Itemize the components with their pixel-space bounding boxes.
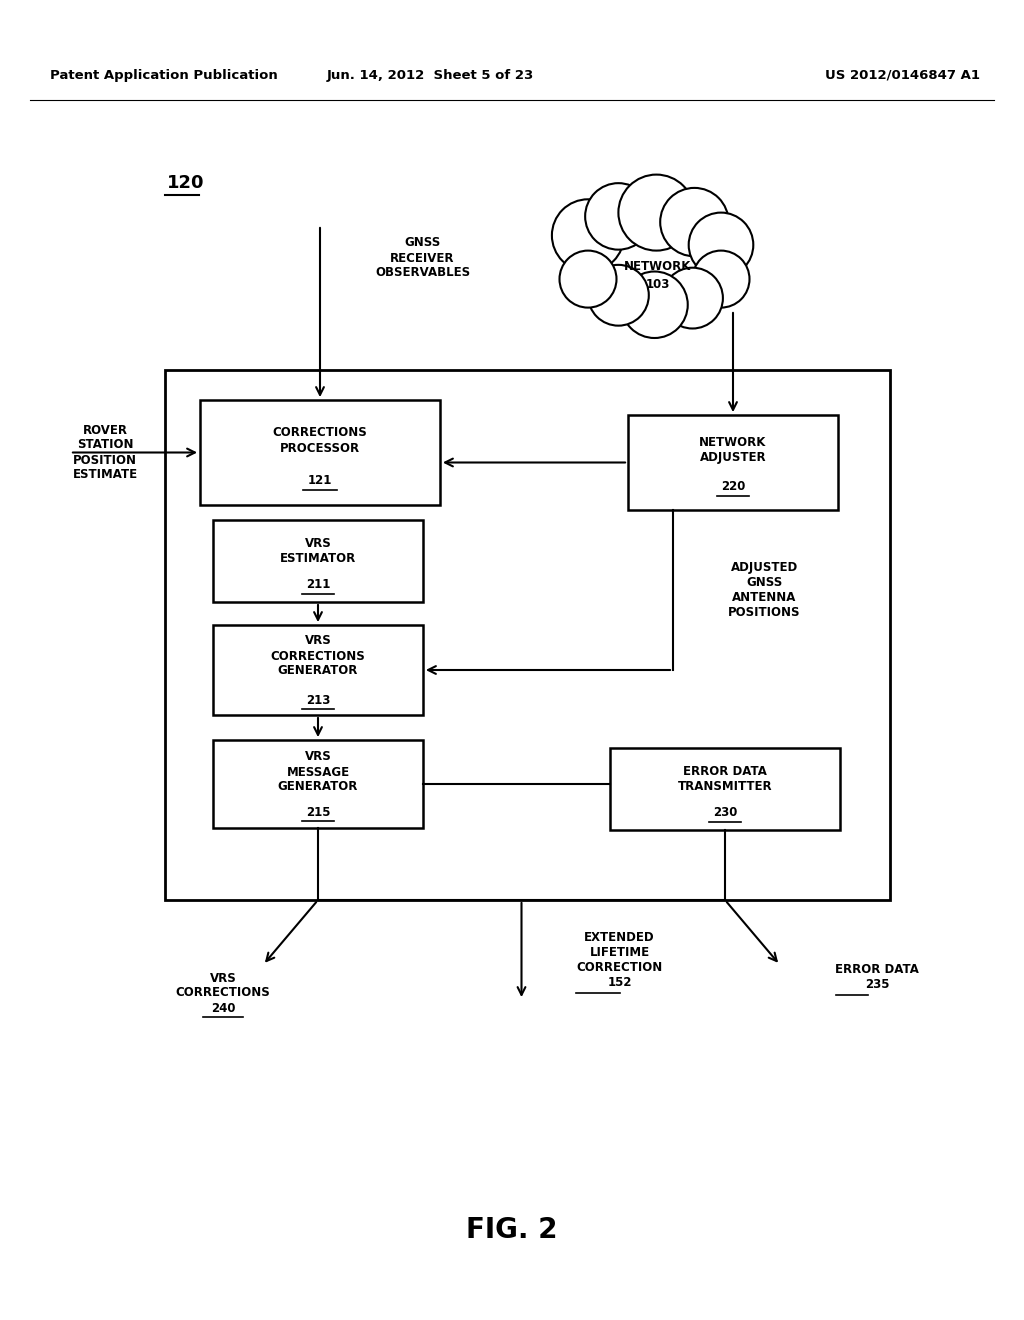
Bar [213,624,423,715]
Bar [165,370,890,900]
Text: 215: 215 [306,805,331,818]
Bar [213,741,423,828]
Circle shape [618,174,694,251]
Text: NETWORK
ADJUSTER: NETWORK ADJUSTER [699,437,767,465]
Text: CORRECTIONS
PROCESSOR: CORRECTIONS PROCESSOR [272,426,368,454]
Text: FIG. 2: FIG. 2 [466,1216,558,1243]
Text: 103: 103 [646,277,670,290]
Circle shape [585,183,651,249]
Bar [200,400,440,506]
Text: 230: 230 [713,807,737,820]
Text: VRS
CORRECTIONS
GENERATOR: VRS CORRECTIONS GENERATOR [270,635,366,677]
Text: 120: 120 [167,174,205,191]
Circle shape [622,272,688,338]
Circle shape [588,265,649,326]
Text: ERROR DATA
TRANSMITTER: ERROR DATA TRANSMITTER [678,766,772,793]
Text: 121: 121 [308,474,332,487]
Text: VRS
MESSAGE
GENERATOR: VRS MESSAGE GENERATOR [278,751,358,793]
Text: NETWORK: NETWORK [625,260,691,273]
Text: 211: 211 [306,578,330,591]
Circle shape [559,251,616,308]
Text: VRS
ESTIMATOR: VRS ESTIMATOR [280,537,356,565]
Text: US 2012/0146847 A1: US 2012/0146847 A1 [825,69,980,82]
Text: 213: 213 [306,693,330,706]
Text: GNSS
RECEIVER
OBSERVABLES: GNSS RECEIVER OBSERVABLES [375,236,470,280]
Circle shape [663,268,723,329]
Bar [610,748,840,830]
Text: Jun. 14, 2012  Sheet 5 of 23: Jun. 14, 2012 Sheet 5 of 23 [327,69,534,82]
Text: ROVER
STATION
POSITION
ESTIMATE: ROVER STATION POSITION ESTIMATE [73,424,137,482]
Circle shape [660,187,729,256]
Text: ADJUSTED
GNSS
ANTENNA
POSITIONS: ADJUSTED GNSS ANTENNA POSITIONS [728,561,801,619]
Text: VRS
CORRECTIONS
240: VRS CORRECTIONS 240 [176,972,270,1015]
Text: ERROR DATA
235: ERROR DATA 235 [835,964,919,991]
Bar [213,520,423,602]
Bar [628,414,838,510]
Text: Patent Application Publication: Patent Application Publication [50,69,278,82]
Text: EXTENDED
LIFETIME
CORRECTION
152: EXTENDED LIFETIME CORRECTION 152 [577,931,663,989]
Circle shape [692,251,750,308]
Text: 220: 220 [721,480,745,492]
Circle shape [552,199,624,272]
Circle shape [689,213,754,277]
